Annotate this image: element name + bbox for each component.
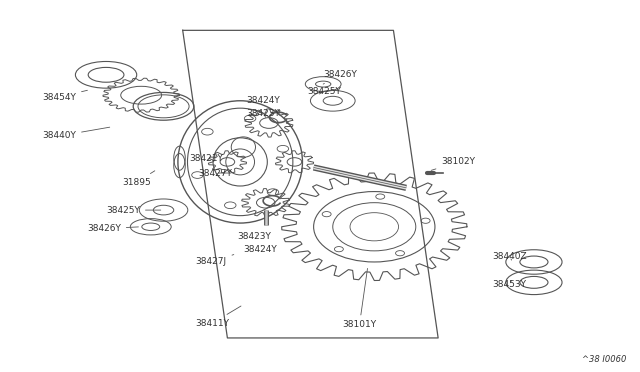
Text: 31895: 31895 [122, 171, 155, 187]
Text: 38423Y: 38423Y [237, 231, 271, 241]
Text: 38440Z: 38440Z [492, 252, 527, 261]
Text: 38102Y: 38102Y [431, 157, 476, 170]
Text: 38423Y: 38423Y [246, 109, 280, 118]
Text: 38425Y: 38425Y [307, 87, 341, 96]
Text: 38425Y: 38425Y [106, 206, 161, 215]
Text: 38426Y: 38426Y [323, 70, 357, 84]
Text: 38453Y: 38453Y [492, 280, 527, 289]
Text: 38454Y: 38454Y [42, 90, 88, 102]
Text: 38440Y: 38440Y [42, 127, 109, 141]
Text: 38101Y: 38101Y [342, 269, 376, 330]
Text: 38427J: 38427J [195, 254, 234, 266]
Text: 38424Y: 38424Y [243, 244, 277, 253]
Text: 38426Y: 38426Y [87, 224, 138, 233]
Text: 38424Y: 38424Y [246, 96, 280, 108]
Text: 38421Y: 38421Y [189, 154, 223, 163]
Text: 38411Y: 38411Y [195, 306, 241, 328]
Text: ^38 I0060: ^38 I0060 [582, 355, 627, 364]
Text: 38427Y: 38427Y [198, 169, 232, 177]
